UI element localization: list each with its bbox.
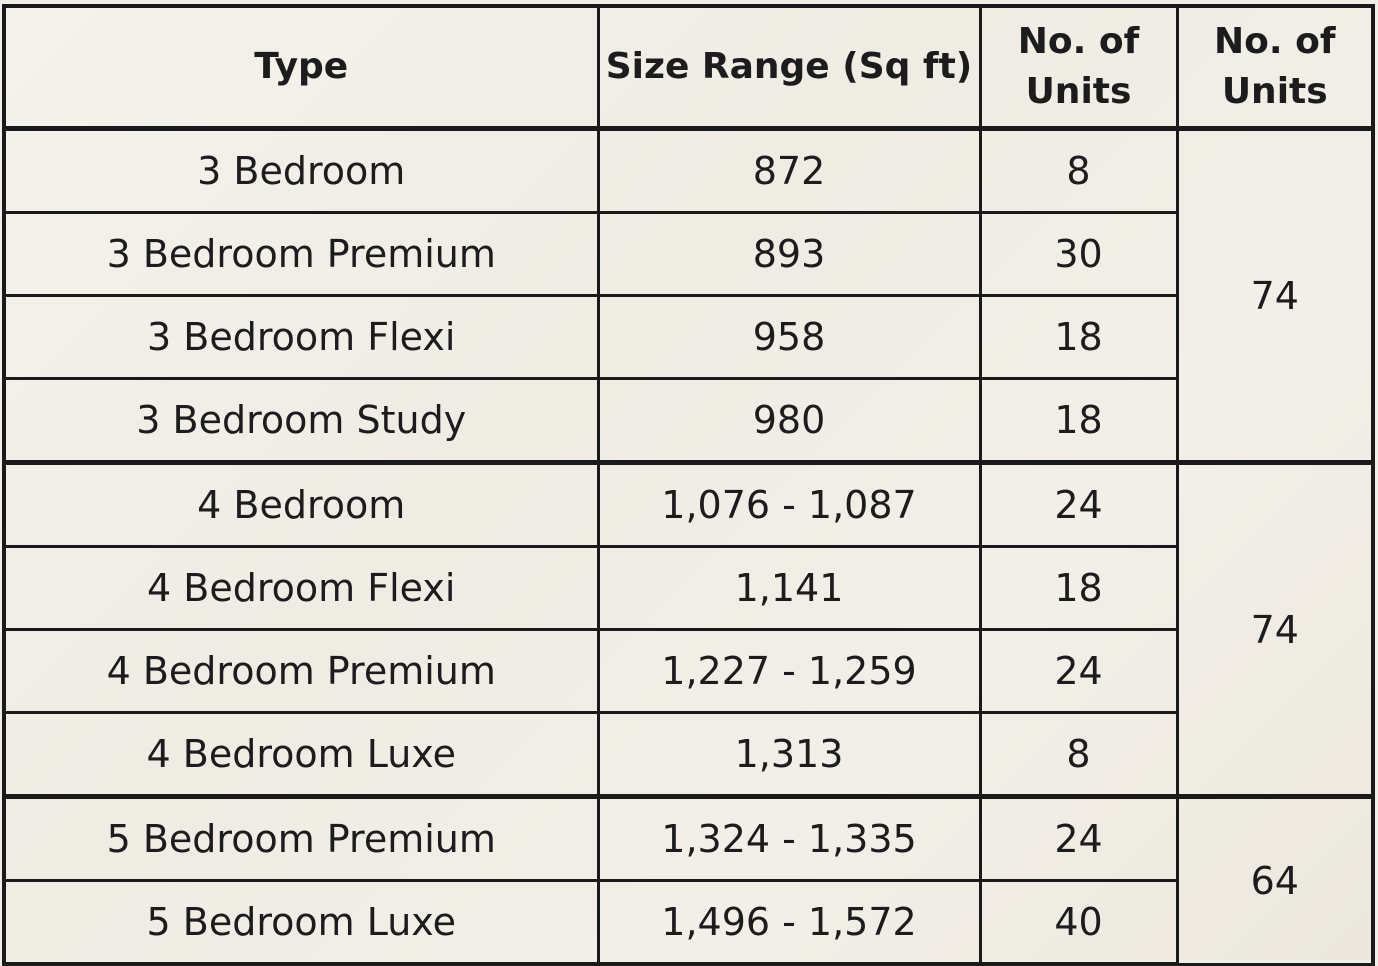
cell-type: 3 Bedroom Premium (2, 211, 600, 297)
cell-units: 24 (978, 794, 1179, 882)
table-header-row: Type Size Range (Sq ft) No. of Units No.… (2, 4, 1375, 131)
cell-units: 18 (978, 294, 1179, 380)
cell-type: 5 Bedroom Premium (2, 794, 600, 882)
cell-type: 3 Bedroom Study (2, 377, 600, 464)
cell-size: 1,496 - 1,572 (596, 879, 982, 966)
cell-size: 1,227 - 1,259 (596, 628, 982, 714)
table-row: 3 Bedroom Flexi 958 18 (2, 294, 1373, 380)
cell-type: 4 Bedroom Luxe (2, 711, 600, 798)
cell-size: 958 (596, 294, 982, 380)
cell-units: 30 (978, 211, 1179, 297)
cell-size: 1,313 (596, 711, 982, 798)
table-row: 4 Bedroom Premium 1,227 - 1,259 24 (2, 628, 1373, 714)
unit-mix-table-container: Type Size Range (Sq ft) No. of Units No.… (2, 4, 1375, 966)
cell-type: 3 Bedroom Flexi (2, 294, 600, 380)
cell-group-total: 74 (1175, 460, 1375, 798)
table-row: 3 Bedroom Study 980 18 (2, 377, 1373, 464)
header-type: Type (2, 4, 600, 131)
cell-size: 1,076 - 1,087 (596, 460, 982, 548)
unit-mix-table: Type Size Range (Sq ft) No. of Units No.… (2, 4, 1375, 966)
cell-units: 40 (978, 879, 1179, 966)
cell-units: 18 (978, 377, 1179, 464)
cell-type: 3 Bedroom (2, 126, 600, 214)
table-row: 4 Bedroom Luxe 1,313 8 (2, 711, 1373, 798)
header-no-of-units-label: No. of Units (1017, 21, 1140, 112)
cell-units: 24 (978, 628, 1179, 714)
header-no-of-units: No. of Units (978, 4, 1179, 131)
cell-type: 4 Bedroom Premium (2, 628, 600, 714)
table-row: 3 Bedroom 872 8 74 (2, 126, 1375, 464)
table-row: 3 Bedroom Premium 893 30 (2, 211, 1373, 297)
cell-units: 8 (978, 711, 1179, 798)
cell-type: 4 Bedroom (2, 460, 600, 548)
cell-units: 24 (978, 460, 1179, 548)
table-row: 5 Bedroom Luxe 1,496 - 1,572 40 (2, 879, 1373, 966)
cell-type: 4 Bedroom Flexi (2, 545, 600, 631)
table-row: 5 Bedroom Premium 1,324 - 1,335 24 64 (2, 794, 1375, 966)
header-total-units: No. of Units (1175, 4, 1375, 131)
cell-size: 893 (596, 211, 982, 297)
cell-group-total: 64 (1175, 794, 1375, 966)
cell-group-total: 74 (1175, 126, 1375, 464)
table-row: 4 Bedroom 1,076 - 1,087 24 74 (2, 460, 1375, 798)
header-total-units-label: No. of Units (1214, 21, 1336, 112)
cell-size: 980 (596, 377, 982, 464)
cell-size: 872 (596, 126, 982, 214)
table-row: 4 Bedroom Flexi 1,141 18 (2, 545, 1373, 631)
cell-size: 1,141 (596, 545, 982, 631)
header-size-range: Size Range (Sq ft) (596, 4, 982, 131)
cell-units: 8 (978, 126, 1179, 214)
cell-type: 5 Bedroom Luxe (2, 879, 600, 966)
cell-units: 18 (978, 545, 1179, 631)
cell-size: 1,324 - 1,335 (596, 794, 982, 882)
